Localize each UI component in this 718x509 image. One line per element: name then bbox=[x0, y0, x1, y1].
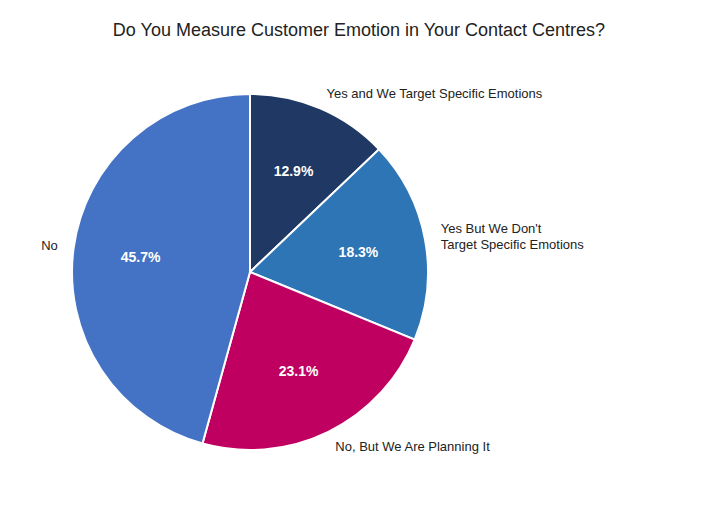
data-label: 12.9% bbox=[274, 163, 314, 179]
category-label: Yes But We Don'tTarget Specific Emotions bbox=[441, 221, 585, 252]
chart-container: Do You Measure Customer Emotion in Your … bbox=[0, 0, 718, 509]
data-label: 45.7% bbox=[121, 249, 161, 265]
data-label: 23.1% bbox=[279, 363, 319, 379]
category-label-line: Yes and We Target Specific Emotions bbox=[326, 86, 542, 101]
data-label: 18.3% bbox=[339, 244, 379, 260]
category-label-line: No bbox=[41, 238, 58, 253]
background bbox=[0, 0, 718, 509]
pie-slices bbox=[72, 94, 428, 450]
category-label-line: Target Specific Emotions bbox=[441, 237, 585, 252]
category-label-line: Yes But We Don't bbox=[441, 221, 542, 236]
chart-title: Do You Measure Customer Emotion in Your … bbox=[113, 20, 605, 40]
category-label: No bbox=[41, 238, 58, 253]
chart-svg: Do You Measure Customer Emotion in Your … bbox=[0, 0, 718, 509]
pie-labels: 12.9% Yes and We Target Specific Emotions… bbox=[41, 86, 584, 454]
category-label: No, But We Are Planning It bbox=[335, 439, 490, 454]
category-label: Yes and We Target Specific Emotions bbox=[326, 86, 542, 101]
pie-slice bbox=[72, 94, 250, 444]
category-label-line: No, But We Are Planning It bbox=[335, 439, 490, 454]
